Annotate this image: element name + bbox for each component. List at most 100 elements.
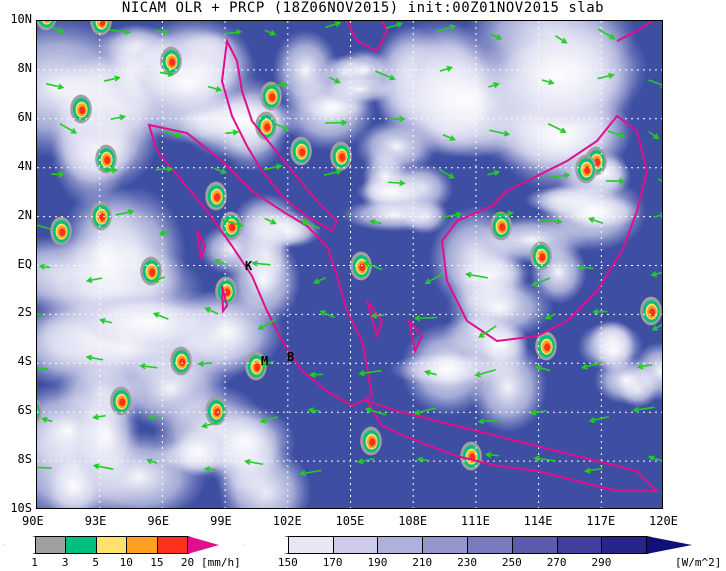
lat-label: 2S xyxy=(17,305,32,320)
wind-vector xyxy=(435,24,457,33)
wind-vector xyxy=(651,323,662,331)
wind-vector xyxy=(388,179,406,187)
wind-vector xyxy=(438,168,455,179)
wind-vector xyxy=(587,216,604,225)
wind-vector xyxy=(264,163,283,171)
wind-vector xyxy=(203,466,217,473)
wind-vector xyxy=(104,75,121,82)
wind-vector xyxy=(38,263,51,270)
wind-vector xyxy=(244,458,264,466)
wind-vector xyxy=(478,325,497,338)
precip-blob xyxy=(37,408,38,416)
wind-vector xyxy=(207,85,223,93)
wind-vector xyxy=(584,467,603,474)
wind-vector xyxy=(488,82,500,89)
wind-vector xyxy=(358,369,382,377)
coastline-malay-peninsula xyxy=(220,37,339,233)
colorbar-tick-label: 3 xyxy=(61,556,69,569)
lat-label: 8S xyxy=(17,452,32,467)
wind-vector xyxy=(85,277,103,284)
wind-vector xyxy=(657,178,662,183)
wind-vector xyxy=(267,81,288,88)
colorbar-tick-label: 150 xyxy=(277,556,298,569)
wind-vector xyxy=(324,119,348,126)
wind-vector xyxy=(490,33,503,40)
wind-vector xyxy=(59,123,78,134)
colorbar-segment xyxy=(187,536,219,554)
olr-unit: [W/m^2] xyxy=(675,556,722,569)
precip-blob xyxy=(339,153,346,162)
wind-vector xyxy=(85,354,104,361)
wind-vector xyxy=(544,313,556,320)
precip-blob xyxy=(369,438,376,447)
map-svg xyxy=(37,21,662,508)
wind-vector xyxy=(368,218,382,226)
colorbar-segment xyxy=(243,536,289,554)
lon-label: 114E xyxy=(523,514,553,528)
precip-blob xyxy=(99,213,106,222)
colorbar-segment xyxy=(156,536,189,554)
wind-vector xyxy=(413,407,436,416)
cloud-patch xyxy=(341,197,447,232)
wind-vector xyxy=(260,360,275,367)
colorbar-segment xyxy=(126,536,158,554)
wind-vector xyxy=(442,134,456,141)
coastline-philippines xyxy=(616,21,653,42)
precipitation-field xyxy=(37,21,662,471)
prcp-unit: [mm/h] xyxy=(201,556,241,569)
wind-vector xyxy=(161,130,183,138)
wind-vector xyxy=(413,315,437,322)
colorbar-segment xyxy=(422,536,468,554)
grid-lines xyxy=(37,21,662,508)
wind-vector xyxy=(40,416,53,423)
wind-vector xyxy=(439,65,454,72)
lon-label: 111E xyxy=(460,514,490,528)
colorbar-segment xyxy=(511,536,558,554)
wind-vector xyxy=(251,260,271,267)
station-label-m: M xyxy=(261,354,269,368)
precip-blob xyxy=(149,268,156,277)
wind-vector xyxy=(597,72,615,80)
wind-vector xyxy=(307,407,321,414)
wind-vector xyxy=(259,415,279,424)
lat-label: 2N xyxy=(17,207,32,222)
wind-vector xyxy=(477,418,499,425)
lon-label: 93E xyxy=(84,514,107,528)
precip-blob xyxy=(229,223,236,232)
prcp-colorbar xyxy=(4,536,219,554)
colorbar-tick-label: 5 xyxy=(92,556,100,569)
wind-vector xyxy=(257,318,277,330)
wind-vector xyxy=(104,167,119,174)
wind-vector xyxy=(540,218,563,225)
wind-vector xyxy=(323,169,343,176)
wind-vector xyxy=(549,172,571,179)
wind-vector xyxy=(329,76,341,84)
wind-vector xyxy=(51,26,65,34)
wind-vector xyxy=(299,469,322,477)
wind-vector xyxy=(204,307,219,315)
wind-vector xyxy=(465,271,489,279)
wind-vector xyxy=(152,312,169,320)
wind-vector xyxy=(534,364,551,372)
lat-label: 6S xyxy=(17,403,32,418)
lon-label: 108E xyxy=(398,514,428,528)
lon-label: 102E xyxy=(272,514,302,528)
precip-blob xyxy=(104,156,111,165)
wind-vector xyxy=(37,221,51,230)
wind-vector xyxy=(145,458,158,465)
colorbar-segment xyxy=(646,536,692,554)
wind-vector xyxy=(494,210,515,217)
colorbar-tick-label: 250 xyxy=(501,556,522,569)
olr-colorbar xyxy=(243,536,692,554)
wind-vector xyxy=(319,310,335,319)
precip-blob xyxy=(169,58,176,67)
wind-vector xyxy=(221,218,244,228)
precip-blob xyxy=(269,93,276,102)
colorbar-segment xyxy=(95,536,128,554)
precip-blob xyxy=(539,253,546,262)
wind-vector xyxy=(533,455,556,462)
wind-vector xyxy=(324,21,342,29)
cloud-patch xyxy=(475,21,639,129)
wind-vector xyxy=(605,178,626,185)
wind-vector xyxy=(424,273,443,284)
